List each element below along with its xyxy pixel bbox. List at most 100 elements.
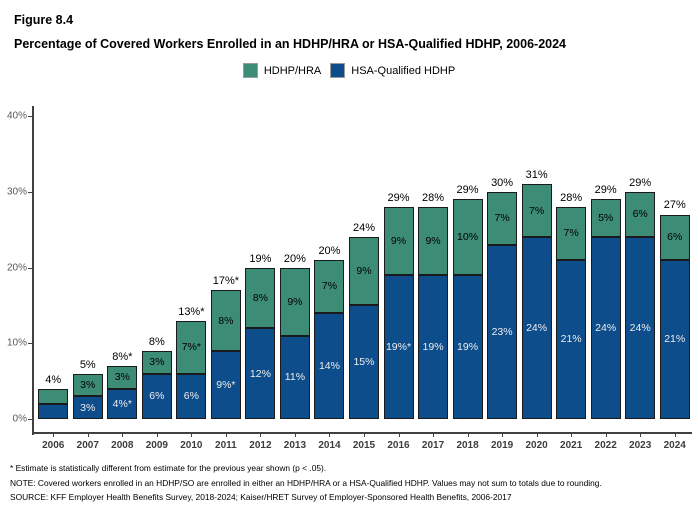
stacked-bar: 10% 19% [452, 199, 483, 419]
x-tick [467, 433, 469, 437]
hdhp-hra-segment: 3% [141, 350, 172, 374]
total-label: 27% [663, 199, 686, 212]
chart-title: Percentage of Covered Workers Enrolled i… [14, 37, 567, 51]
hsa-qualified-segment: 6% [141, 373, 172, 419]
hsa-qualified-segment: 14% [314, 312, 345, 419]
year-label-2019: 2019 [490, 440, 514, 451]
hsa-qualified-segment: 9%* [210, 350, 241, 419]
x-axis: 2006 2007 2008 2009 2010 2011 2012 2013 2014 2015… [36, 433, 692, 463]
total-label: 28% [560, 191, 583, 204]
bar-2019: 7% 23% 30% [485, 116, 520, 419]
legend: HDHP/HRA HSA-Qualified HDHP [0, 63, 698, 78]
year-label-2018: 2018 [456, 440, 479, 451]
y-tick [28, 267, 33, 269]
y-tick [28, 419, 33, 420]
y-axis-line [32, 106, 34, 435]
year-label-2006: 2006 [42, 440, 65, 451]
x-tick [640, 433, 642, 437]
hsa-qualified-segment: 24% [521, 237, 552, 419]
year-label-2016: 2016 [387, 440, 410, 451]
total-label: 4% [45, 373, 62, 386]
stacked-bar: 9% 19% [418, 206, 449, 419]
x-tick [605, 433, 607, 437]
x-tick [398, 433, 400, 437]
hdhp-hra-segment: 7% [556, 206, 587, 260]
stacked-bar: 8% 9%* [210, 290, 241, 419]
x-tick [260, 433, 262, 437]
hsa-qualified-segment: 24% [590, 237, 621, 419]
hdhp-hra-segment: 7% [487, 191, 518, 245]
hsa-qualified-segment: 3% [72, 396, 103, 419]
x-tick [225, 433, 227, 437]
hdhp-hra-segment: 9% [418, 206, 449, 276]
y-tick-label-0: 0% [12, 413, 27, 425]
total-label: 29% [629, 176, 652, 189]
bar-2017: 9% 19% 28% [416, 116, 451, 419]
bar-2009: 3% 6% 8% [140, 116, 175, 419]
x-tick [53, 433, 55, 437]
x-tick [329, 433, 331, 437]
total-label: 8%* [112, 350, 133, 363]
x-tick [364, 433, 365, 437]
stacked-bar: 9% 11% [279, 267, 310, 419]
total-label: 28% [422, 191, 445, 204]
figure-label: Figure 8.4 [14, 13, 74, 27]
bar-2015: 9% 15% 24% [347, 116, 382, 419]
total-label: 20% [318, 244, 341, 257]
plot-area: 4% 3% 3% 5% 3% 4%* 8%* 3% 6% 8% 7%* 6% 13%* 8% 9%* 17%*… [36, 116, 692, 419]
hdhp-hra-segment: 7%* [176, 320, 207, 374]
hsa-qualified-segment: 4%* [107, 388, 138, 419]
stacked-bar: 7% 21% [556, 206, 587, 419]
y-tick-label-10: 10% [6, 337, 27, 349]
bar-2022: 5% 24% 29% [588, 116, 623, 419]
total-label: 5% [79, 358, 96, 371]
hdhp-hra-segment: 9% [348, 237, 379, 306]
year-label-2010: 2010 [180, 440, 203, 451]
total-label: 13%* [178, 305, 205, 318]
bar-2023: 6% 24% 29% [623, 116, 658, 419]
bar-2011: 8% 9%* 17%* [209, 116, 244, 419]
hdhp-hra-segment: 3% [72, 373, 103, 397]
stacked-bar: 7% 14% [314, 259, 345, 419]
stacked-bar: 8% 12% [245, 267, 276, 419]
hsa-qualified-segment: 21% [556, 259, 587, 419]
footnote-source: SOURCE: KFF Employer Health Benefits Sur… [10, 492, 512, 503]
stacked-bar: 7% 24% [521, 184, 552, 419]
bar-2020: 7% 24% 31% [519, 116, 554, 419]
legend-item-hsa-qualified: HSA-Qualified HDHP [330, 63, 455, 78]
x-tick [87, 433, 89, 437]
x-tick [571, 433, 573, 437]
total-label: 29% [456, 184, 479, 197]
footnote-asterisk: * Estimate is statistically different fr… [10, 463, 327, 473]
bar-2014: 7% 14% 20% [312, 116, 347, 419]
bar-2024: 6% 21% 27% [657, 116, 692, 419]
year-label-2008: 2008 [111, 440, 134, 451]
hdhp-hra-segment [38, 388, 69, 404]
x-tick [674, 433, 676, 437]
year-label-2013: 2013 [283, 440, 307, 451]
y-tick [28, 343, 33, 345]
y-tick-label-40: 40% [6, 110, 27, 122]
total-label: 17%* [212, 275, 240, 288]
bar-2013: 9% 11% 20% [278, 116, 313, 419]
year-label-2020: 2020 [525, 440, 548, 451]
hdhp-hra-segment: 5% [590, 199, 621, 238]
hsa-qualified-segment [38, 403, 69, 419]
hdhp-hra-segment: 6% [625, 191, 656, 238]
y-tick-label-20: 20% [6, 262, 27, 273]
total-label: 19% [249, 252, 272, 265]
year-label-2012: 2012 [249, 440, 272, 451]
hsa-qualified-segment: 23% [487, 244, 518, 419]
stacked-bar: 3% 3% [72, 373, 103, 419]
year-label-2007: 2007 [76, 440, 99, 451]
stacked-bar: 9% 19%* [383, 206, 414, 419]
stacked-bar: 3% 6% [141, 350, 172, 419]
stacked-bar: 6% 24% [625, 191, 656, 419]
year-label-2022: 2022 [594, 440, 617, 451]
hdhp-hra-swatch-icon [242, 63, 258, 78]
stacked-bar [38, 388, 69, 419]
hdhp-hra-segment: 6% [659, 214, 690, 260]
bar-2021: 7% 21% 28% [554, 116, 589, 419]
total-label: 20% [283, 252, 306, 265]
hsa-qualified-segment: 19%* [383, 275, 414, 419]
